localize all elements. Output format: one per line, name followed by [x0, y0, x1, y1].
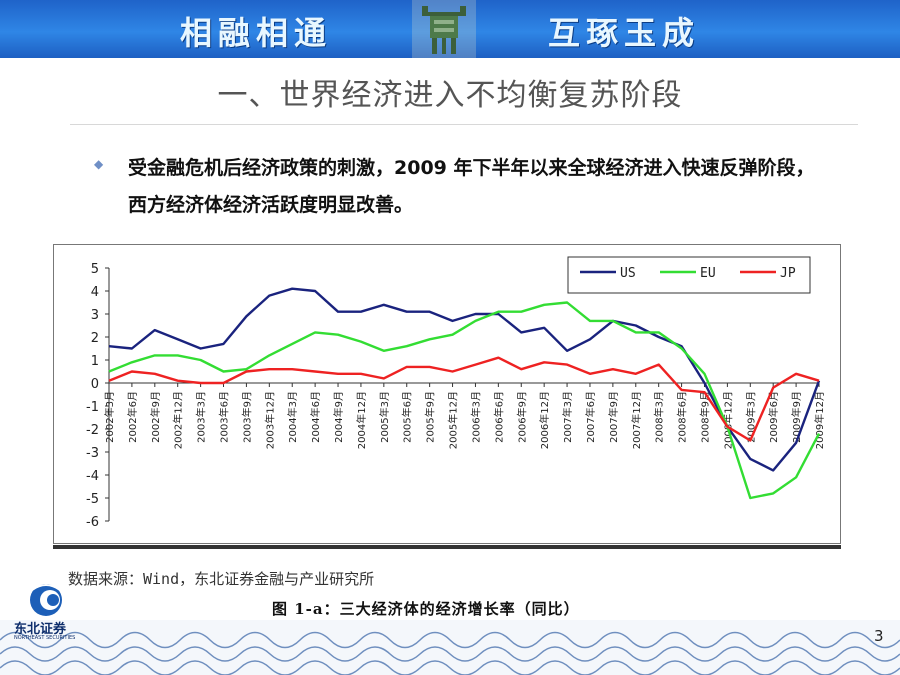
x-tick-label: 2007年9月 — [607, 391, 620, 443]
x-tick-label: 2009年9月 — [790, 391, 803, 443]
x-tick-label: 2005年6月 — [401, 391, 414, 443]
chart-frame-shadow — [53, 545, 841, 549]
growth-chart: 5 4 3 2 1 0 -1 -2 -3 -4 -5 -6 2002年3月 2002年6月 2002年9月 2… — [86, 256, 826, 530]
logo-mark-icon — [30, 584, 62, 616]
legend-box — [567, 256, 811, 294]
x-tick-label: 2008年6月 — [676, 391, 689, 443]
x-tick-label: 2005年12月 — [447, 391, 460, 449]
y-tick-label: -4 — [86, 469, 99, 484]
bullet-text: 受金融危机后经济政策的刺激，2009 年下半年以来全球经济进入快速反弹阶段，西方… — [128, 157, 815, 216]
x-tick-label: 2009年3月 — [744, 391, 757, 443]
x-tick-label: 2003年6月 — [218, 391, 231, 443]
header-banner: 相融相通 互琢玉成 — [0, 0, 900, 58]
x-tick-label: 2002年9月 — [149, 391, 162, 443]
legend-label-eu: EU — [700, 266, 716, 281]
y-tick-label: 4 — [91, 285, 99, 300]
x-tick-label: 2002年3月 — [103, 391, 116, 443]
x-tick-label: 2006年12月 — [538, 391, 551, 449]
y-tick-label: -3 — [86, 446, 99, 461]
x-tick-label: 2005年9月 — [424, 391, 437, 443]
x-tick-label: 2003年9月 — [240, 391, 253, 443]
x-tick-label: 2007年6月 — [584, 391, 597, 443]
title-divider — [70, 124, 858, 125]
x-tick-label: 2006年9月 — [515, 391, 528, 443]
y-tick-label: 5 — [91, 262, 99, 277]
x-tick-label: 2007年3月 — [561, 391, 574, 443]
x-tick-label: 2004年6月 — [309, 391, 322, 443]
x-tick-label: 2008年9月 — [698, 391, 711, 443]
y-tick-label: -5 — [86, 492, 99, 507]
y-tick-label: 0 — [91, 377, 99, 392]
header-right-motto: 互琢玉成 — [548, 14, 701, 52]
x-tick-label: 2004年9月 — [332, 391, 345, 443]
x-tick-label: 2004年3月 — [286, 391, 299, 443]
x-tick-label: 2005年3月 — [378, 391, 391, 443]
data-source: 数据来源：Wind，东北证券金融与产业研究所 — [68, 570, 375, 588]
y-tick-label: 2 — [91, 331, 99, 346]
series-line-jp — [108, 356, 820, 442]
figure-caption: 图 1-a：三大经济体的经济增长率（同比） — [272, 600, 580, 618]
y-tick-label: -2 — [86, 423, 99, 438]
x-tick-label: 2003年12月 — [263, 391, 276, 449]
y-tick-label: -1 — [86, 400, 99, 415]
x-tick-label: 2008年3月 — [653, 391, 666, 443]
wave-pattern-decoration — [0, 620, 900, 675]
x-tick-label: 2006年6月 — [492, 391, 505, 443]
y-tick-label: -6 — [86, 515, 99, 530]
x-tick-label: 2002年6月 — [126, 391, 139, 443]
diamond-bullet-icon: ◆ — [94, 157, 104, 171]
x-tick-label: 2009年6月 — [767, 391, 780, 443]
series-line-eu — [108, 301, 821, 500]
header-left-motto: 相融相通 — [180, 14, 333, 52]
y-tick-label: 1 — [91, 354, 99, 369]
y-tick-label: 3 — [91, 308, 99, 323]
legend-label-us: US — [620, 266, 636, 281]
series-line-us — [108, 287, 821, 472]
x-tick-label: 2006年3月 — [469, 391, 482, 443]
company-logo: 东北证券 NORTHEAST SECURITIES — [10, 580, 90, 642]
x-tick-label: 2009年12月 — [813, 391, 826, 449]
x-tick-label: 2004年12月 — [355, 391, 368, 449]
chart-frame: 5 4 3 2 1 0 -1 -2 -3 -4 -5 -6 2002年3月 2002年6月 2002年9月 2… — [53, 244, 841, 544]
x-tick-label: 2003年3月 — [195, 391, 208, 443]
x-tick-label: 2007年12月 — [630, 391, 643, 449]
legend-label-jp: JP — [780, 266, 796, 281]
logo-name: 东北证券 — [14, 622, 67, 637]
x-tick-label: 2002年12月 — [172, 391, 185, 449]
page-title: 一、世界经济进入不均衡复苏阶段 — [217, 78, 683, 113]
logo-subname: NORTHEAST SECURITIES — [14, 635, 76, 641]
bronze-vessel-icon — [412, 0, 476, 58]
page-number: 3 — [874, 627, 884, 645]
